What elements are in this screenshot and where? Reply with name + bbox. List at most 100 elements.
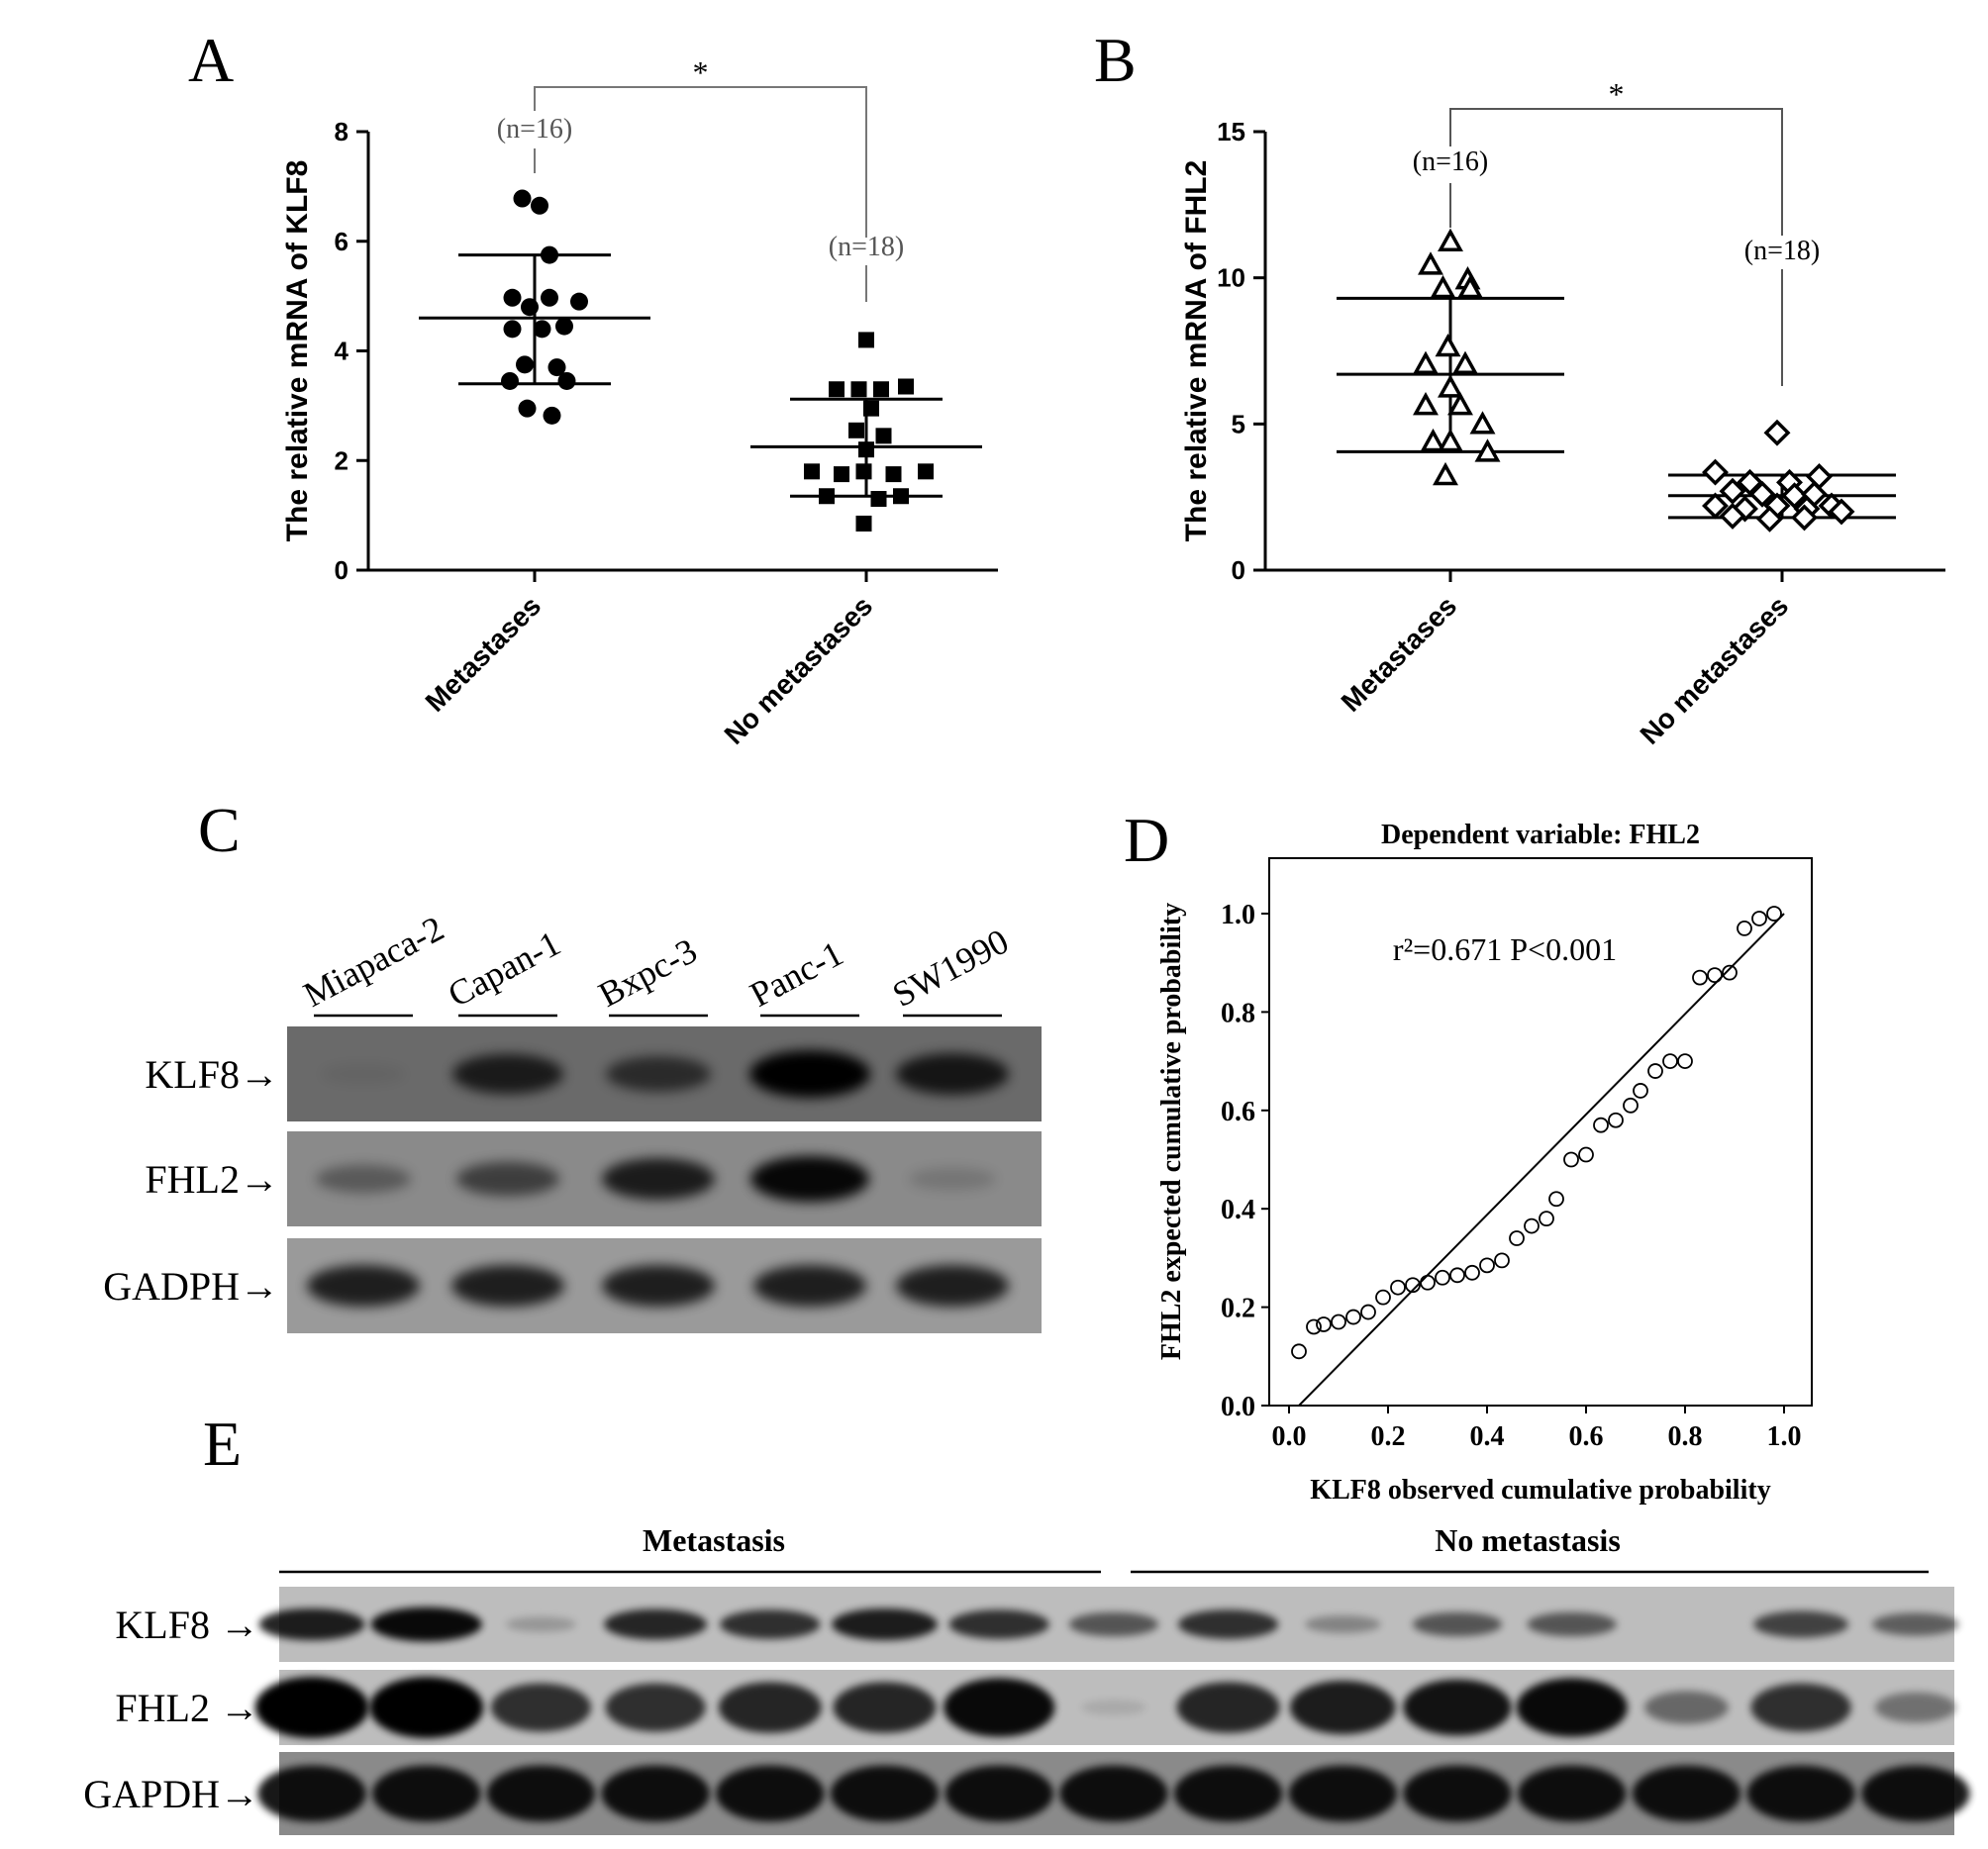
data-point xyxy=(848,422,864,438)
data-point xyxy=(543,406,561,425)
blot-band xyxy=(718,1682,822,1733)
data-point xyxy=(898,378,914,395)
data-point xyxy=(873,381,889,398)
y-tick-label: 0 xyxy=(335,555,348,585)
reference-line xyxy=(1298,913,1785,1407)
data-point xyxy=(503,288,522,307)
y-tick-label: 0.6 xyxy=(1221,1097,1255,1127)
x-axis-label: KLF8 observed cumulative probability xyxy=(1310,1475,1770,1506)
data-point xyxy=(850,381,867,398)
lane-label: Bxpc-3 xyxy=(592,930,703,1015)
data-point xyxy=(1719,502,1746,530)
data-point xyxy=(1420,428,1446,452)
data-point xyxy=(875,428,892,444)
y-tick-label: 2 xyxy=(335,445,348,475)
data-point xyxy=(1306,1318,1322,1335)
x-tick-label: Metastases xyxy=(420,590,547,718)
y-axis-label: FHL2 expected cumulative probability xyxy=(1156,903,1187,1360)
blot-band xyxy=(833,1682,937,1733)
blot-band xyxy=(370,1606,482,1642)
x-tick-label: Metastases xyxy=(1336,590,1463,718)
blot-band xyxy=(1412,1611,1503,1637)
blot-band xyxy=(1746,1765,1855,1822)
blot-band xyxy=(896,1053,1009,1095)
annotation: r²=0.671 P<0.001 xyxy=(1393,931,1617,967)
y-tick-label: 15 xyxy=(1217,117,1245,146)
blot-band xyxy=(716,1765,825,1822)
data-point xyxy=(1405,1277,1421,1294)
blot-band xyxy=(896,1265,1009,1307)
data-point xyxy=(1791,504,1818,532)
blot-band xyxy=(1527,1611,1617,1637)
n-label: (n=16) xyxy=(497,114,572,145)
data-point xyxy=(819,488,835,505)
y-tick-label: 10 xyxy=(1217,263,1245,293)
y-tick-label: 4 xyxy=(335,337,349,366)
data-point xyxy=(863,400,879,417)
lane-label: Capan-1 xyxy=(442,923,566,1015)
blot-band xyxy=(1081,1700,1146,1715)
blot-band xyxy=(369,1677,484,1738)
blot-band xyxy=(750,1155,869,1203)
data-point xyxy=(1433,461,1458,486)
data-point xyxy=(858,441,874,458)
data-point xyxy=(1452,350,1478,375)
data-point xyxy=(1435,1269,1450,1286)
blot-band xyxy=(486,1765,596,1822)
data-point xyxy=(1464,1264,1480,1281)
x-tick-label: No metastases xyxy=(1635,590,1795,750)
panel-d-letter: D xyxy=(1124,805,1169,875)
lane-label: Panc-1 xyxy=(744,933,849,1015)
panel-e-letter: E xyxy=(203,1409,242,1479)
blot-band xyxy=(1176,1682,1280,1733)
data-point xyxy=(1763,419,1791,446)
n-label: (n=18) xyxy=(1744,236,1820,266)
y-tick-label: 0.4 xyxy=(1221,1195,1255,1225)
data-point xyxy=(1702,492,1729,520)
blot-band xyxy=(505,1616,576,1632)
blot-band xyxy=(1753,1610,1848,1638)
panel-c-letter: C xyxy=(198,795,241,865)
blot-band xyxy=(944,1678,1055,1737)
chart-title: Dependent variable: FHL2 xyxy=(1381,820,1700,850)
data-point xyxy=(513,189,532,208)
data-point xyxy=(1722,964,1738,981)
blot-band xyxy=(1644,1691,1729,1724)
data-point xyxy=(1390,1279,1406,1296)
y-tick-label: 0.8 xyxy=(1221,998,1255,1028)
western-blot-e: Metastasis No metastasis KLF8 → FHL2 → GAPDH… xyxy=(83,1522,1970,1835)
data-point xyxy=(1479,1257,1495,1274)
lane-label: Miapaca-2 xyxy=(297,908,450,1015)
data-point xyxy=(1474,438,1501,462)
blot-band xyxy=(451,1265,564,1307)
group-label-metastasis: Metastasis xyxy=(643,1522,785,1558)
blot-band xyxy=(602,1158,715,1200)
data-point xyxy=(1756,505,1783,533)
row-label: GADPH→ xyxy=(103,1264,279,1309)
data-point xyxy=(1751,911,1767,926)
blot-band xyxy=(1517,1765,1627,1822)
n-label: (n=16) xyxy=(1413,146,1488,177)
data-point xyxy=(1435,333,1461,357)
data-point xyxy=(1781,482,1808,510)
x-tick-label: 1.0 xyxy=(1767,1421,1802,1452)
data-point xyxy=(1623,1097,1639,1114)
blot-band xyxy=(944,1765,1053,1822)
blot-band xyxy=(1632,1765,1741,1822)
row-label: GAPDH→ xyxy=(83,1772,259,1816)
y-tick-label: 0 xyxy=(1232,555,1245,585)
blot-band xyxy=(1872,1612,1959,1636)
lane-label: SW1990 xyxy=(886,922,1015,1015)
blot-band xyxy=(601,1765,710,1822)
data-point xyxy=(1494,1252,1510,1269)
data-point xyxy=(1677,1053,1693,1069)
data-point xyxy=(557,371,576,390)
blot-band xyxy=(258,1607,365,1641)
panel-d: D Dependent variable: FHL2 0.0 0.2 0.4 0.6 0.… xyxy=(1124,805,1813,1506)
blot-band xyxy=(307,1265,420,1307)
blot-band xyxy=(1516,1678,1628,1737)
blot-band xyxy=(909,1167,996,1191)
data-point xyxy=(1539,1211,1554,1227)
y-axis-label: The relative mRNA of KLF8 xyxy=(281,160,314,542)
